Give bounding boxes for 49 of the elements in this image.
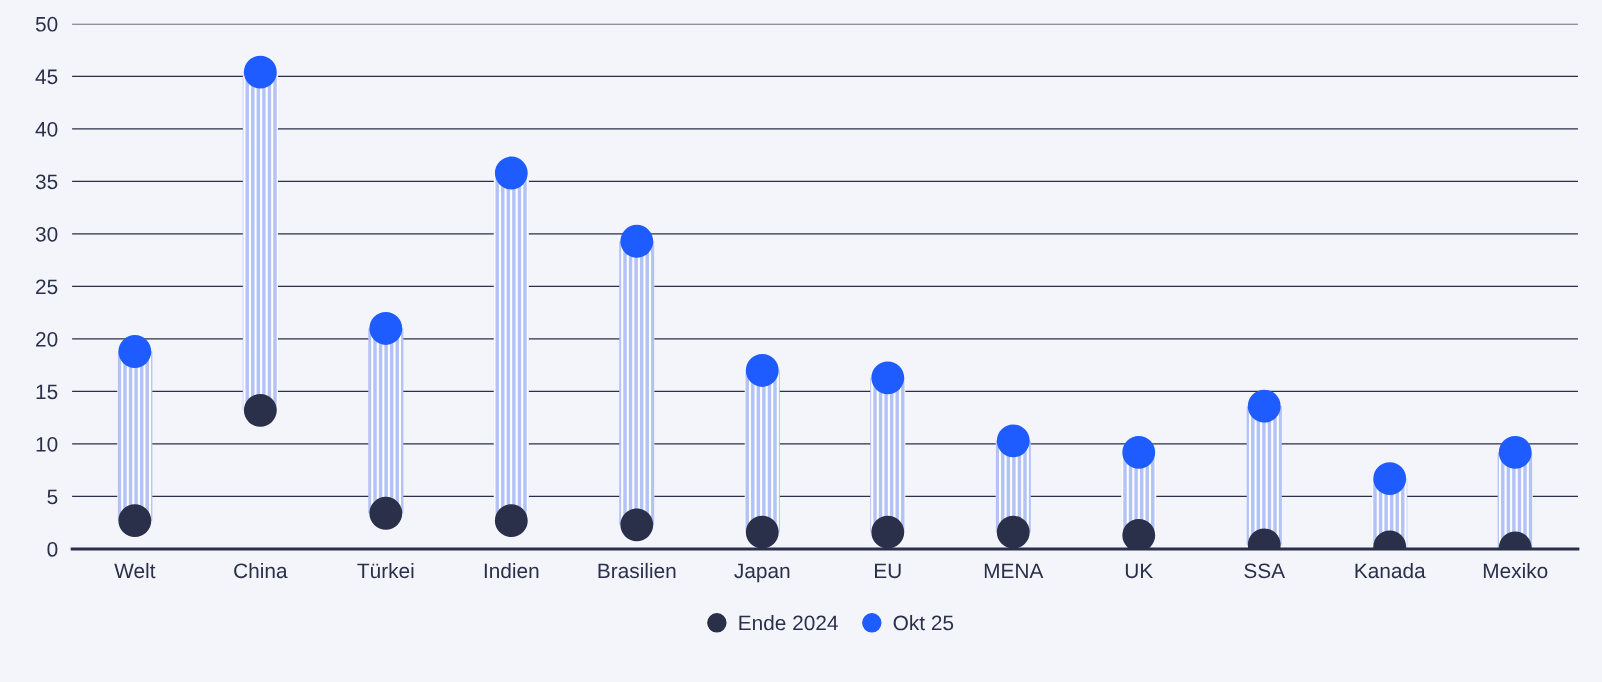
bar [619, 241, 655, 525]
point [1373, 462, 1407, 496]
y-tick-label: 45 [35, 69, 58, 85]
x-tick-label: China [234, 562, 288, 579]
x-tick-label: Kanada [1355, 562, 1426, 579]
legend-label: Ende 2024 [739, 615, 838, 631]
point [1122, 435, 1156, 469]
bar [242, 72, 278, 411]
point [620, 224, 654, 258]
point [1122, 518, 1156, 550]
point [494, 504, 528, 538]
point [118, 335, 152, 368]
x-tick-label: MENA [984, 563, 1044, 578]
point [1247, 389, 1281, 423]
point [118, 504, 152, 538]
point [996, 424, 1030, 458]
y-tick-label: 15 [36, 384, 58, 400]
point [620, 508, 654, 542]
point [243, 55, 277, 89]
y-tick-label: 0 [47, 542, 58, 557]
y-tick-label: 30 [35, 226, 58, 242]
point [871, 361, 905, 395]
x-tick-label: SSA [1244, 563, 1286, 579]
point [745, 515, 779, 549]
point [494, 156, 528, 190]
point [243, 393, 277, 427]
x-tick-label: Brasilien [598, 562, 676, 579]
x-tick-label: UK [1125, 563, 1153, 579]
legend-label: Okt 25 [893, 615, 954, 631]
x-tick-label: Mexiko [1483, 562, 1548, 579]
y-tick-label: 5 [47, 489, 58, 505]
bar [493, 173, 529, 521]
point [871, 515, 905, 549]
x-tick-label: Indien [484, 562, 539, 579]
y-tick-label: 10 [36, 436, 58, 452]
point [369, 496, 403, 530]
x-tick-label: Japan [734, 563, 790, 583]
point [1498, 435, 1532, 469]
point [745, 354, 779, 387]
x-tick-label: Welt [114, 562, 156, 579]
point [369, 312, 403, 345]
x-tick-label: Türkei [357, 562, 414, 579]
y-tick-label: 35 [35, 174, 58, 190]
y-tick-label: 40 [35, 121, 58, 137]
x-tick-label: EU [875, 563, 901, 579]
y-tick-label: 50 [35, 16, 58, 32]
point [996, 515, 1030, 549]
y-tick-label: 20 [36, 331, 58, 347]
y-tick-label: 25 [36, 279, 58, 295]
